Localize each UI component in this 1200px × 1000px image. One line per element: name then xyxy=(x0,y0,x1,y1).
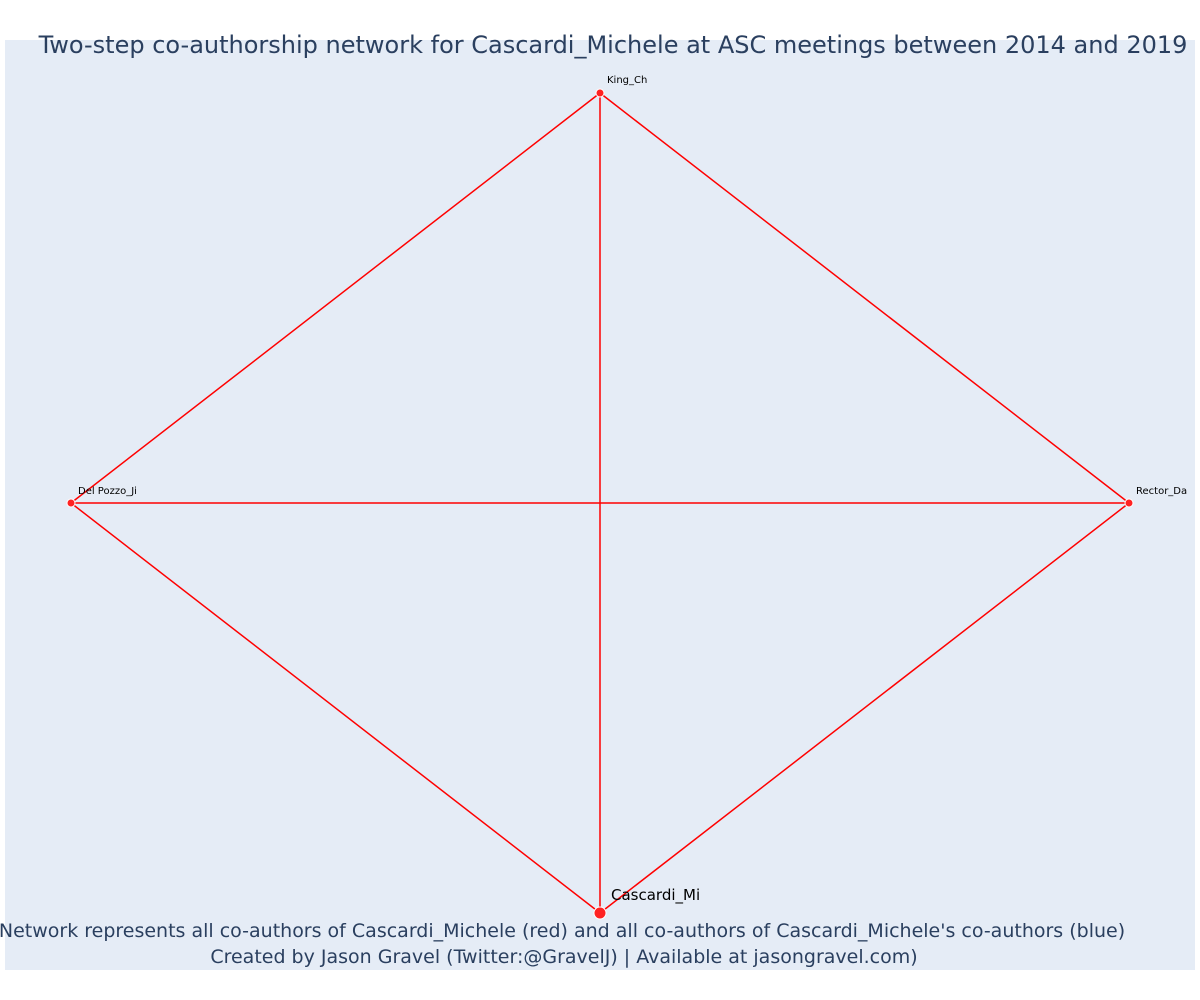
node-king[interactable] xyxy=(595,88,605,98)
node-label-king: King_Ch xyxy=(607,75,647,86)
footer-line-2: Created by Jason Gravel (Twitter:@Gravel… xyxy=(210,946,917,968)
node-rector[interactable] xyxy=(1124,498,1134,508)
diagram-title: Two-step co-authorship network for Casca… xyxy=(38,31,1188,59)
edge-rector-cascardi xyxy=(599,502,1130,914)
node-cascardi[interactable] xyxy=(593,906,607,920)
nodes-layer xyxy=(66,88,1134,920)
footer-line-1: Network represents all co-authors of Cas… xyxy=(0,920,1125,942)
node-label-cascardi: Cascardi_Mi xyxy=(611,886,700,905)
node-delpozzo[interactable] xyxy=(66,498,76,508)
node-label-delpozzo: Del Pozzo_Ji xyxy=(78,486,137,497)
edge-delpozzo-cascardi xyxy=(70,502,601,914)
edges-layer xyxy=(70,92,1130,914)
labels-layer: King_Ch Del Pozzo_Ji Rector_Da Cascardi_Mi xyxy=(78,75,1187,905)
edge-king-rector xyxy=(599,92,1130,504)
edge-king-delpozzo xyxy=(70,92,601,504)
node-label-rector: Rector_Da xyxy=(1136,486,1187,497)
